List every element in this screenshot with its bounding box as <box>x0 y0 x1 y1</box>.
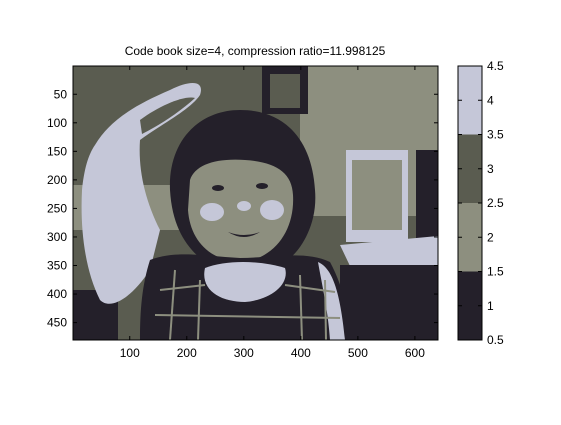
y-tick-label: 50 <box>54 87 68 101</box>
x-tick-label: 300 <box>234 346 254 360</box>
colorbar-tick-label: 2 <box>487 230 494 244</box>
eye-right <box>256 183 268 189</box>
colorbar-tick-label: 2.5 <box>487 196 504 210</box>
y-tick-label: 350 <box>47 259 67 273</box>
desk-shadow <box>340 265 438 340</box>
y-tick-label: 400 <box>47 287 67 301</box>
x-tick-label: 600 <box>405 346 425 360</box>
monitor-screen <box>352 160 402 230</box>
cheek-right <box>260 200 284 220</box>
y-tick-label: 100 <box>47 116 67 130</box>
y-tick-label: 250 <box>47 201 67 215</box>
quantized-image <box>73 66 438 340</box>
x-tick-label: 200 <box>177 346 197 360</box>
y-tick-label: 200 <box>47 173 67 187</box>
x-tick-label: 400 <box>291 346 311 360</box>
colorbar-tick-label: 4 <box>487 93 494 107</box>
wall-picture-inner <box>270 74 300 108</box>
y-tick-label: 300 <box>47 230 67 244</box>
chart-title: Code book size=4, compression ratio=11.9… <box>125 44 386 58</box>
dark-right-edge <box>416 150 438 250</box>
colorbar-tick-label: 1.5 <box>487 265 504 279</box>
y-tick-label: 450 <box>47 316 67 330</box>
nose-highlight <box>237 201 251 211</box>
colorbar-tick-label: 4.5 <box>487 59 504 73</box>
x-tick-label: 500 <box>348 346 368 360</box>
colorbar-tick-label: 0.5 <box>487 333 504 347</box>
eye-left <box>212 185 224 191</box>
colorbar-tick-label: 3 <box>487 162 494 176</box>
colorbar-tick-label: 1 <box>487 299 494 313</box>
y-tick-label: 150 <box>47 144 67 158</box>
colorbar-tick-label: 3.5 <box>487 128 504 142</box>
cheek-left <box>200 203 224 221</box>
x-tick-label: 100 <box>120 346 140 360</box>
